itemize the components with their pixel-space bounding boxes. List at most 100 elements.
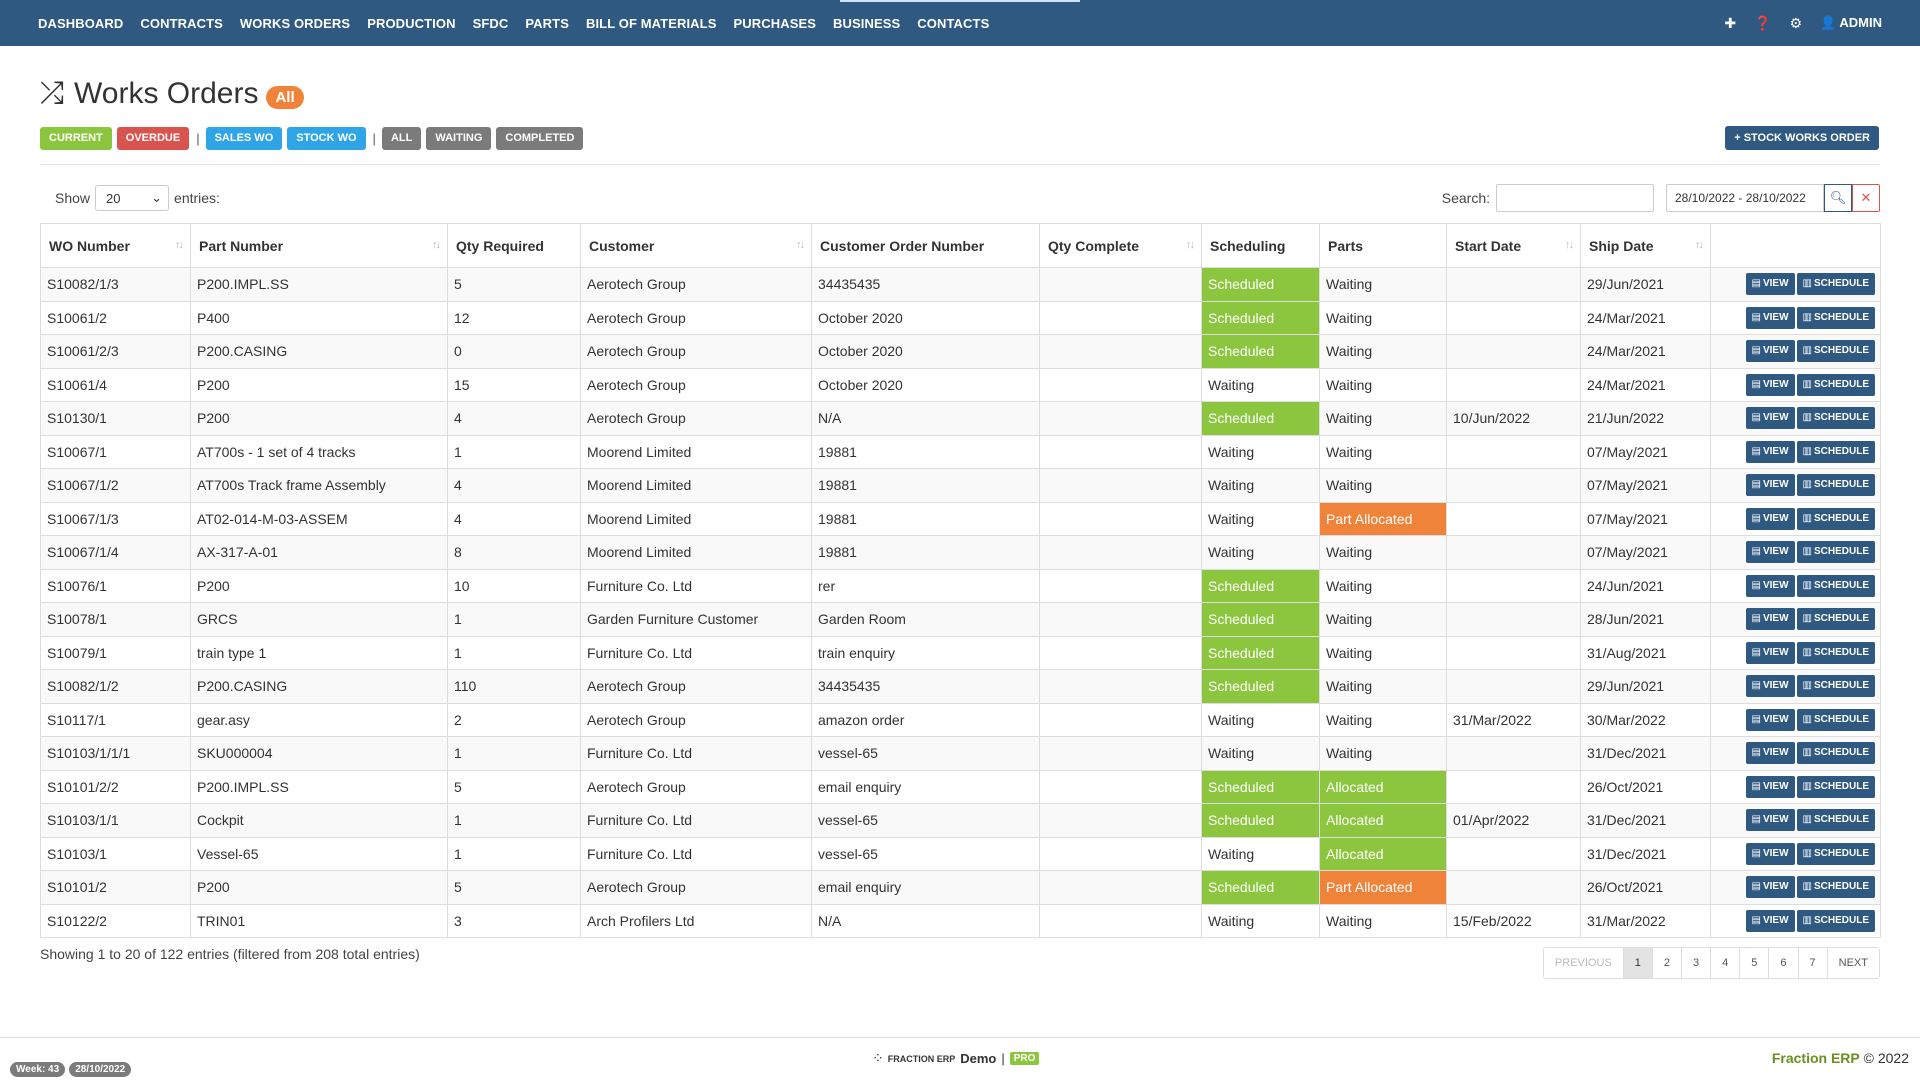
cell-qty-complete [1039, 803, 1202, 838]
filter-current-button[interactable]: CURRENT [40, 126, 112, 150]
col-qty-complete[interactable]: Qty Complete ↑↓ [1039, 223, 1202, 268]
search-input[interactable] [1496, 184, 1654, 212]
view-button[interactable]: ▤ VIEW [1745, 742, 1795, 765]
filter-overdue-button[interactable]: OVERDUE [116, 126, 190, 150]
view-button[interactable]: ▤ VIEW [1745, 474, 1795, 497]
schedule-button[interactable]: ▥ SCHEDULE [1796, 440, 1875, 463]
cell-customer-order-number: October 2020 [811, 367, 1040, 402]
view-button[interactable]: ▤ VIEW [1745, 909, 1795, 932]
view-button[interactable]: ▤ VIEW [1745, 842, 1795, 865]
nav-sfdc[interactable]: SFDC [472, 15, 509, 31]
schedule-button[interactable]: ▥ SCHEDULE [1796, 775, 1875, 798]
schedule-button[interactable]: ▥ SCHEDULE [1796, 641, 1875, 664]
cell-customer: Furniture Co. Ltd [580, 568, 812, 603]
show-label: Show [55, 190, 91, 206]
pagination-page-1[interactable]: 1 [1622, 948, 1652, 978]
schedule-button[interactable]: ▥ SCHEDULE [1796, 541, 1875, 564]
schedule-button[interactable]: ▥ SCHEDULE [1796, 273, 1875, 296]
pagination-page-5[interactable]: 5 [1739, 948, 1769, 978]
col-customer-order-number[interactable]: Customer Order Number [811, 223, 1040, 268]
schedule-button[interactable]: ▥ SCHEDULE [1796, 407, 1875, 430]
nav-dashboard[interactable]: DASHBOARD [38, 15, 124, 31]
col-scheduling[interactable]: Scheduling [1201, 223, 1320, 268]
schedule-button[interactable]: ▥ SCHEDULE [1796, 507, 1875, 530]
view-button[interactable]: ▤ VIEW [1745, 440, 1795, 463]
nav-contracts[interactable]: CONTRACTS [140, 15, 223, 31]
plus-icon[interactable]: ✚ [1724, 14, 1737, 31]
cell-customer: Aerotech Group [580, 367, 812, 402]
view-button[interactable]: ▤ VIEW [1745, 507, 1795, 530]
schedule-button[interactable]: ▥ SCHEDULE [1796, 474, 1875, 497]
cell-customer: Arch Profilers Ltd [580, 903, 812, 938]
filter-stock-wo-button[interactable]: STOCK WO [287, 126, 366, 150]
gear-icon[interactable]: ⚙ [1789, 14, 1803, 31]
nav-purchases[interactable]: PURCHASES [733, 15, 817, 31]
view-button[interactable]: ▤ VIEW [1745, 273, 1795, 296]
schedule-button[interactable]: ▥ SCHEDULE [1796, 675, 1875, 698]
cell-part-number: P400 [190, 300, 448, 335]
nav-business[interactable]: BUSINESS [833, 15, 901, 31]
view-button[interactable]: ▤ VIEW [1745, 708, 1795, 731]
schedule-button[interactable]: ▥ SCHEDULE [1796, 809, 1875, 832]
schedule-button[interactable]: ▥ SCHEDULE [1796, 306, 1875, 329]
cell-scheduling: Scheduled [1201, 769, 1320, 804]
cell-scheduling: Scheduled [1201, 803, 1320, 838]
date-search-button[interactable]: 🔍︎ [1824, 184, 1852, 212]
view-button[interactable]: ▤ VIEW [1745, 876, 1795, 899]
view-button[interactable]: ▤ VIEW [1745, 541, 1795, 564]
col-customer[interactable]: Customer ↑↓ [580, 223, 812, 268]
view-button[interactable]: ▤ VIEW [1745, 809, 1795, 832]
filter-all-button[interactable]: ALL [381, 126, 422, 150]
filter-sales-wo-button[interactable]: SALES WO [205, 126, 283, 150]
view-button[interactable]: ▤ VIEW [1745, 407, 1795, 430]
cell-scheduling: Waiting [1201, 468, 1320, 503]
schedule-button[interactable]: ▥ SCHEDULE [1796, 608, 1875, 631]
schedule-button[interactable]: ▥ SCHEDULE [1796, 340, 1875, 363]
nav-bill-of-materials[interactable]: BILL OF MATERIALS [585, 15, 717, 31]
col-wo-number[interactable]: WO Number ↑↓ [40, 223, 191, 268]
schedule-button[interactable]: ▥ SCHEDULE [1796, 373, 1875, 396]
view-button[interactable]: ▤ VIEW [1745, 608, 1795, 631]
view-button[interactable]: ▤ VIEW [1745, 340, 1795, 363]
pagination-page-4[interactable]: 4 [1710, 948, 1740, 978]
filter-waiting-button[interactable]: WAITING [426, 126, 492, 150]
schedule-button[interactable]: ▥ SCHEDULE [1796, 909, 1875, 932]
schedule-button[interactable]: ▥ SCHEDULE [1796, 876, 1875, 899]
col-start-date[interactable]: Start Date ↑↓ [1446, 223, 1581, 268]
nav-works-orders[interactable]: WORKS ORDERS [239, 15, 351, 31]
nav-parts[interactable]: PARTS [525, 15, 569, 31]
pagination-next[interactable]: NEXT [1826, 948, 1879, 978]
help-icon[interactable]: ❓ [1754, 14, 1772, 31]
calendar-icon: ▥ [1802, 311, 1812, 323]
date-clear-button[interactable]: ✕ [1852, 184, 1880, 212]
entries-select[interactable]: 20 ⌄ [95, 185, 170, 211]
schedule-button[interactable]: ▥ SCHEDULE [1796, 574, 1875, 597]
view-button[interactable]: ▤ VIEW [1745, 373, 1795, 396]
schedule-button[interactable]: ▥ SCHEDULE [1796, 708, 1875, 731]
nav-contacts[interactable]: CONTACTS [917, 15, 990, 31]
view-button[interactable]: ▤ VIEW [1745, 641, 1795, 664]
pagination-previous[interactable]: PREVIOUS [1543, 948, 1623, 978]
pagination-page-7[interactable]: 7 [1797, 948, 1827, 978]
pagination-page-2[interactable]: 2 [1651, 948, 1682, 978]
stock-works-order-button[interactable]: + STOCK WORKS ORDER [1725, 126, 1879, 150]
schedule-button[interactable]: ▥ SCHEDULE [1796, 842, 1875, 865]
col-ship-date[interactable]: Ship Date ↑↓ [1580, 223, 1711, 268]
view-button[interactable]: ▤ VIEW [1745, 675, 1795, 698]
sort-icon: ↑↓ [1186, 239, 1195, 251]
date-range-input[interactable]: 28/10/2022 - 28/10/2022 [1666, 184, 1824, 212]
cell-customer: Aerotech Group [580, 267, 812, 302]
pagination-page-6[interactable]: 6 [1768, 948, 1798, 978]
list-icon: ▤ [1751, 713, 1761, 725]
filter-completed-button[interactable]: COMPLETED [496, 126, 584, 150]
col-qty-required[interactable]: Qty Required [447, 223, 581, 268]
schedule-button[interactable]: ▥ SCHEDULE [1796, 742, 1875, 765]
nav-production[interactable]: PRODUCTION [367, 15, 456, 31]
view-button[interactable]: ▤ VIEW [1745, 574, 1795, 597]
col-parts[interactable]: Parts [1319, 223, 1447, 268]
col-part-number[interactable]: Part Number ↑↓ [190, 223, 448, 268]
user-menu[interactable]: 👤 ADMIN [1820, 15, 1882, 31]
view-button[interactable]: ▤ VIEW [1745, 306, 1795, 329]
pagination-page-3[interactable]: 3 [1681, 948, 1711, 978]
view-button[interactable]: ▤ VIEW [1745, 775, 1795, 798]
